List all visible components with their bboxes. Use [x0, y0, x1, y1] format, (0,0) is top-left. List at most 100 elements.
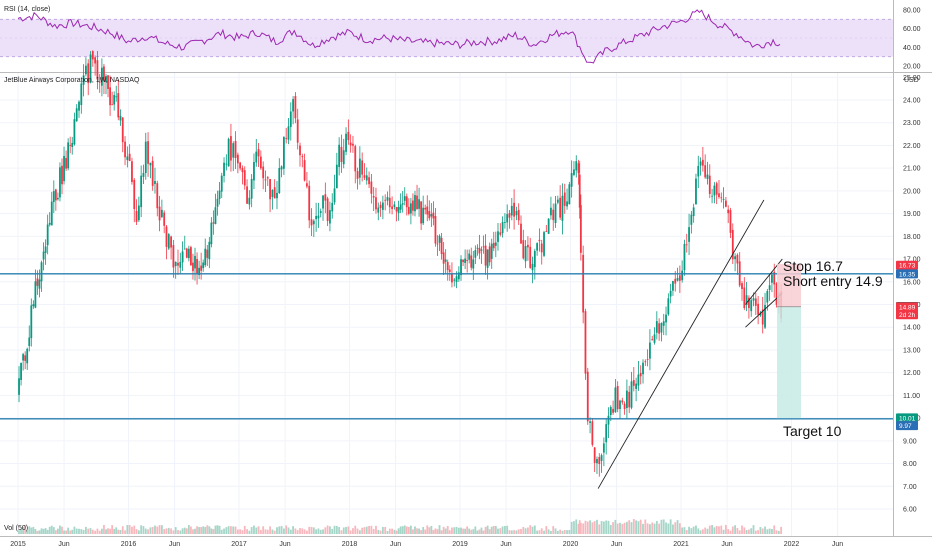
- volume-bar: [384, 527, 387, 534]
- volume-bar: [642, 523, 644, 534]
- volume-bar: [561, 530, 564, 534]
- candle-body: [554, 203, 557, 224]
- volume-bar: [586, 521, 589, 534]
- volume-bar: [515, 530, 518, 534]
- candle-body: [771, 274, 773, 283]
- price-tag-label: 10.01: [899, 415, 916, 422]
- candle-body: [34, 281, 37, 308]
- volume-bar: [34, 528, 37, 534]
- volume-bar: [391, 528, 393, 534]
- candle-body: [280, 166, 283, 170]
- candle-body: [85, 65, 87, 75]
- candle-body: [377, 207, 380, 213]
- candle-body: [536, 243, 539, 251]
- volume-bar: [701, 529, 704, 534]
- volume-bar: [128, 525, 131, 534]
- candle-body: [492, 242, 495, 249]
- candle-body: [697, 165, 700, 177]
- candle-body: [420, 201, 423, 224]
- volume-bar: [234, 526, 237, 534]
- volume-bar: [342, 527, 345, 534]
- volume-bar: [563, 530, 566, 534]
- candle-body: [315, 215, 318, 220]
- candle-body: [462, 259, 464, 263]
- volume-bar: [589, 520, 591, 534]
- entry-annotation: Short entry 14.9: [783, 273, 883, 289]
- candle-body: [331, 202, 334, 212]
- candle-body: [54, 189, 57, 201]
- rsi-pane[interactable]: RSI (14, close) 80.00 60.00 40.00 20.00: [0, 6, 921, 71]
- horizontal-lines[interactable]: [0, 273, 893, 420]
- volume-bar: [216, 525, 219, 534]
- candle-body: [299, 145, 301, 156]
- candle-body: [119, 115, 122, 121]
- time-tick-label: Jun: [500, 541, 511, 548]
- candle-body: [333, 188, 336, 203]
- time-axis[interactable]: 2015 Jun 2016 Jun 2017 Jun 2018 Jun 2019 Jun 2020 J…: [10, 541, 843, 548]
- volume-bar: [731, 526, 734, 534]
- rsi-label: RSI (14, close): [4, 6, 50, 13]
- price-tag: [896, 413, 918, 423]
- volume-bar: [67, 527, 70, 534]
- volume-bar: [296, 530, 299, 534]
- volume-bar: [121, 526, 124, 534]
- time-tick-label: 2022: [784, 541, 800, 548]
- candle-body: [324, 194, 327, 201]
- candle-body: [623, 403, 626, 410]
- volume-bar: [575, 519, 578, 534]
- volume-bar: [520, 528, 522, 534]
- candle-body: [612, 408, 614, 413]
- candle-body: [715, 183, 718, 195]
- volume-bar: [759, 527, 762, 534]
- volume-bar: [340, 530, 343, 534]
- candle-body: [412, 200, 414, 211]
- price-pane[interactable]: JetBlue Airways Corporation, 1W, NASDAQ …: [0, 50, 893, 536]
- volume-bar: [149, 527, 152, 534]
- volume-bar: [442, 526, 445, 534]
- volume-bar: [662, 519, 665, 534]
- volume-bar: [777, 530, 780, 534]
- volume-bar: [73, 526, 76, 534]
- candle-body: [655, 321, 658, 333]
- volume-bar: [444, 528, 447, 534]
- volume-bar: [264, 529, 267, 534]
- volume-bar: [503, 526, 506, 534]
- volume-bar: [403, 525, 406, 534]
- candle-body: [442, 252, 445, 264]
- candle-body: [556, 199, 559, 203]
- short-position-tool[interactable]: [777, 263, 801, 419]
- volume-bar: [412, 529, 414, 534]
- candle-body: [578, 174, 581, 208]
- volume-bar: [85, 526, 87, 534]
- candle-body: [470, 255, 473, 268]
- candle-body: [250, 178, 253, 199]
- candle-body: [736, 254, 739, 264]
- volume-bar: [200, 527, 203, 534]
- volume-bar: [105, 529, 107, 534]
- volume-bar: [660, 519, 663, 534]
- candle-body: [216, 198, 219, 207]
- volume-bar: [361, 527, 364, 534]
- candle-body: [306, 183, 308, 187]
- candle-body: [600, 455, 603, 461]
- price-tag-label: 9.97: [899, 423, 912, 430]
- volume-bar: [457, 527, 460, 534]
- volume-bar: [262, 526, 265, 534]
- volume-bar: [22, 526, 25, 534]
- volume-bar: [190, 526, 192, 534]
- candle-body: [94, 57, 97, 64]
- candle-body: [352, 143, 354, 146]
- trend-lines[interactable]: [597, 199, 783, 489]
- volume-bar: [368, 525, 370, 534]
- volume-bar: [649, 524, 651, 534]
- candle-body: [630, 381, 633, 408]
- volume-bar: [460, 527, 462, 534]
- volume-bar: [466, 526, 469, 534]
- candle-body: [89, 54, 92, 83]
- candle-body: [678, 275, 681, 281]
- candle-body: [109, 87, 111, 106]
- price-axis[interactable]: 25.00 24.00 23.00 22.00 21.00 20.00 19.00 18.00…: [903, 75, 921, 514]
- volume-bar: [204, 526, 207, 534]
- volume-bar: [308, 526, 311, 534]
